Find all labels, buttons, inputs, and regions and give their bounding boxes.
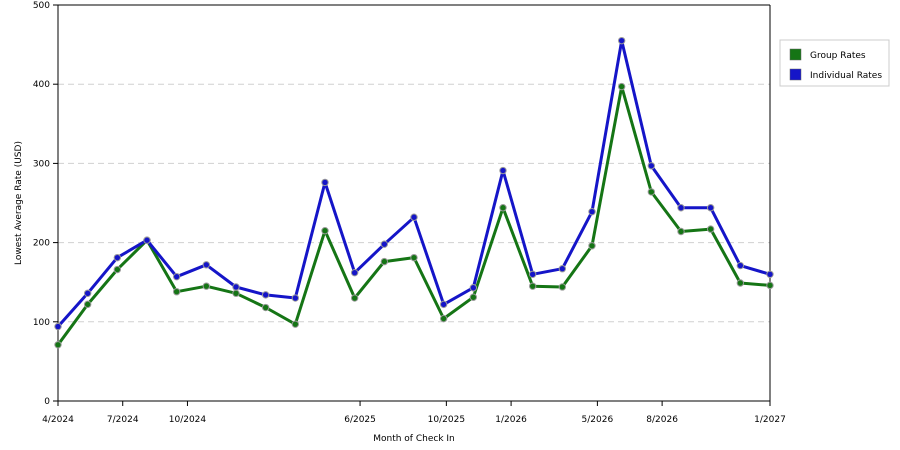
legend-label: Group Rates: [810, 51, 866, 61]
y-axis-title: Lowest Average Rate (USD): [14, 141, 24, 265]
data-point: [558, 265, 567, 273]
x-axis-title: Month of Check In: [373, 434, 455, 444]
data-point: [83, 289, 92, 297]
series-line-1: [56, 39, 771, 328]
data-point: [54, 322, 62, 331]
data-point: [172, 288, 181, 296]
y-tick-label: 200: [33, 239, 50, 249]
data-point: [528, 282, 537, 290]
data-point: [232, 283, 240, 291]
data-point: [588, 208, 596, 216]
data-point: [261, 291, 270, 299]
legend-swatch: [789, 48, 802, 61]
data-point: [736, 279, 745, 287]
data-point: [617, 82, 626, 91]
grid-lines: [58, 83, 770, 323]
data-point: [588, 242, 596, 250]
data-point: [528, 270, 537, 278]
data-point: [766, 281, 774, 290]
x-axis-ticks: 4/2024 7/2024 10/2024 6/2025 10/2025 1/2026 5/…: [42, 401, 786, 425]
x-tick-label: 1/2027: [754, 415, 786, 425]
data-point: [677, 204, 685, 212]
y-tick-label: 400: [33, 80, 50, 90]
legend-swatch: [789, 68, 802, 81]
data-point: [113, 253, 122, 262]
data-point: [410, 253, 418, 262]
data-point: [499, 204, 507, 212]
y-tick-label: 100: [33, 318, 50, 328]
axes: [57, 4, 771, 402]
y-tick-label: 300: [33, 159, 50, 169]
data-point: [706, 204, 715, 212]
x-tick-label: 4/2024: [42, 415, 74, 425]
data-point: [291, 294, 300, 302]
y-tick-label: 0: [44, 397, 50, 407]
data-point: [350, 268, 359, 277]
x-tick-label: 1/2026: [495, 415, 527, 425]
data-point: [83, 300, 92, 309]
data-point: [321, 227, 329, 235]
data-point: [261, 303, 270, 312]
data-point: [647, 188, 656, 196]
data-point: [647, 162, 656, 170]
legend-label: Individual Rates: [810, 71, 882, 81]
data-point: [736, 261, 745, 270]
data-point: [706, 225, 715, 233]
y-tick-label: 500: [33, 1, 50, 11]
data-point: [172, 272, 181, 281]
data-point: [469, 293, 478, 301]
data-point: [350, 294, 359, 302]
data-point: [766, 270, 774, 278]
y-axis-ticks: 0 100 200 300 400 500: [33, 1, 58, 407]
series-group: [54, 36, 774, 349]
data-point: [439, 300, 448, 309]
x-tick-label: 10/2024: [169, 415, 207, 425]
data-point: [380, 257, 389, 266]
data-point: [202, 261, 211, 269]
data-point: [321, 178, 329, 187]
data-point: [54, 341, 62, 349]
x-tick-label: 8/2026: [646, 415, 678, 425]
data-point: [499, 166, 507, 175]
data-point: [291, 320, 300, 328]
data-point: [380, 240, 389, 248]
x-tick-label: 6/2025: [344, 415, 376, 425]
data-point: [439, 314, 448, 323]
data-point: [617, 36, 626, 45]
data-point: [232, 289, 240, 297]
data-point: [410, 213, 418, 221]
data-point: [558, 283, 567, 291]
data-point: [202, 282, 211, 290]
data-point: [143, 236, 151, 244]
x-tick-label: 7/2024: [107, 415, 139, 425]
x-tick-label: 5/2026: [582, 415, 614, 425]
data-point: [677, 227, 685, 236]
x-tick-label: 10/2025: [428, 415, 465, 425]
legend: Group Rates Individual Rates: [779, 39, 890, 87]
data-point: [113, 265, 122, 274]
data-point: [469, 284, 478, 292]
